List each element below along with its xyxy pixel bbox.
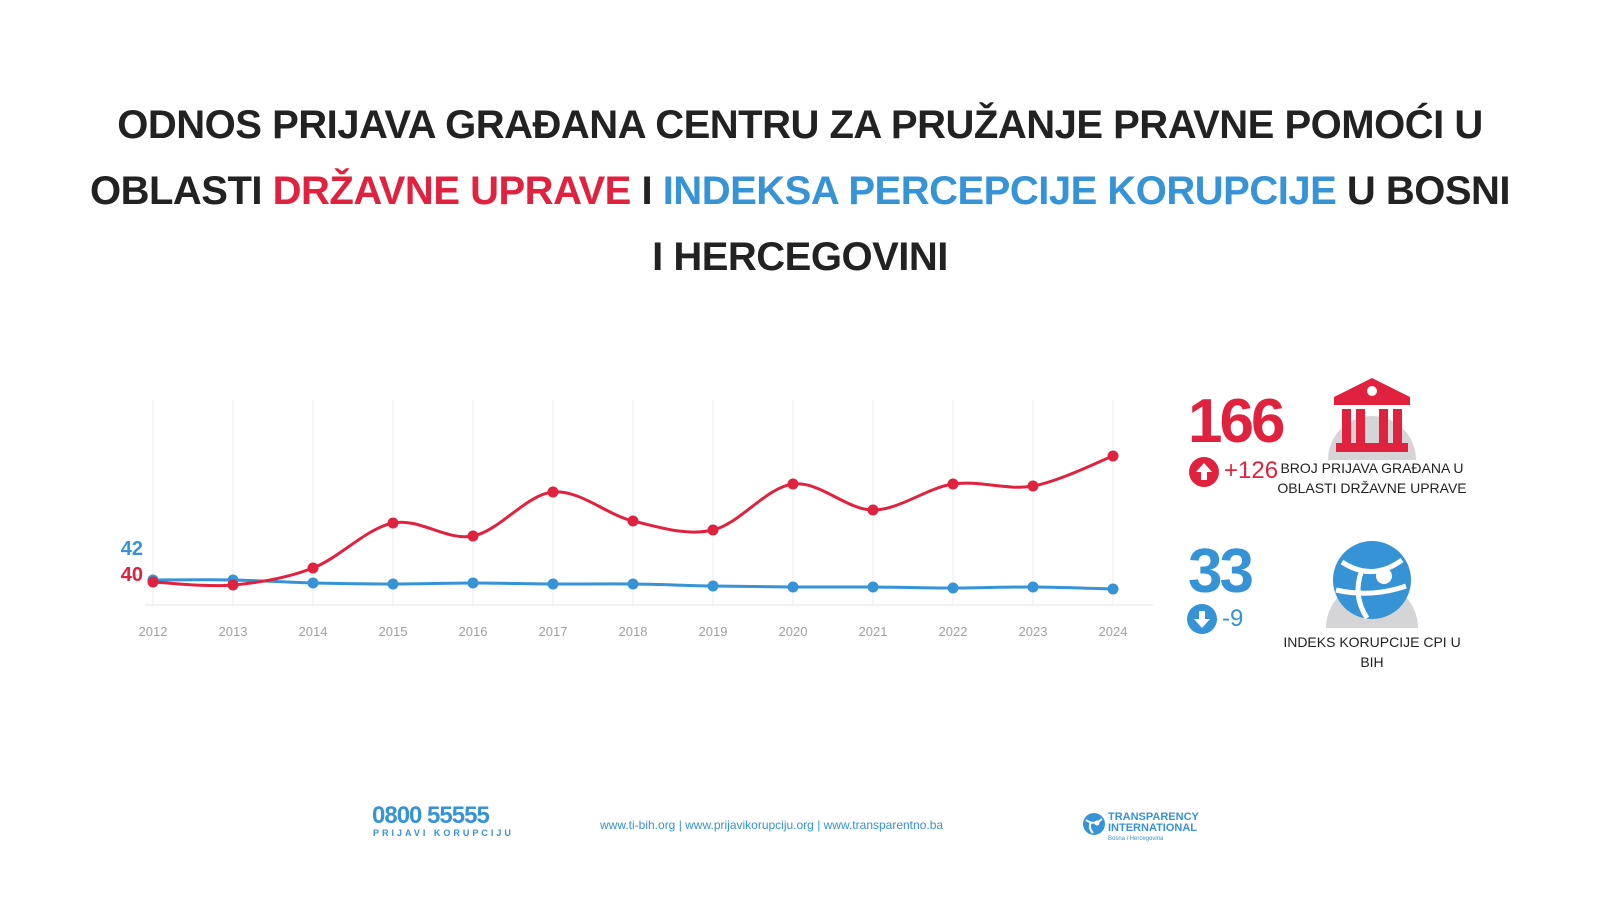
data-point [627,578,639,590]
start-value-label-red: 40 [121,564,143,586]
data-point [467,577,479,589]
x-tick-label: 2024 [1099,624,1128,639]
hotline-subtitle: PRIJAVI KORUPCIJU [373,828,514,838]
title-segment: I [630,169,663,213]
logo-line-1: TRANSPARENCY [1108,811,1199,823]
data-point [1027,480,1039,492]
data-point [947,478,959,490]
data-point [1107,583,1119,595]
data-point [707,580,719,592]
transparency-globe-icon [1326,541,1418,628]
data-point [547,486,559,498]
data-point [547,578,559,590]
data-point [867,504,879,516]
data-point [307,577,319,589]
logo-line-3: Bosna i Hercegovina [1108,836,1164,842]
title-segment: OBLASTI [89,169,273,213]
x-tick-label: 2017 [539,624,568,639]
start-value-label-blue: 42 [121,538,143,560]
arrow-up-circle-icon [1189,457,1219,487]
x-tick-label: 2019 [699,624,728,639]
x-tick-label: 2018 [619,624,648,639]
ti-logo-icon [1083,813,1105,835]
arrow-down-circle-icon [1187,604,1217,634]
page-title: ODNOS PRIJAVA GRAĐANA CENTRU ZA PRUŽANJE… [80,92,1520,290]
data-point [227,579,239,591]
ti-logo: TRANSPARENCY INTERNATIONAL Bosna i Herce… [1108,812,1199,845]
data-point [867,581,879,593]
bank-icon [1328,378,1416,460]
logo-line-2: INTERNATIONAL [1108,822,1198,834]
hotline-phone: 0800 55555 [372,802,490,829]
title-segment: ODNOS PRIJAVA GRAĐANA CENTRU ZA PRUŽANJE… [117,103,1483,147]
data-point [467,530,479,542]
data-point [627,515,639,527]
red-stat-label: BROJ PRIJAVA GRAĐANA U OBLASTI DRŽAVNE U… [1277,460,1467,496]
x-tick-label: 2023 [1019,624,1048,639]
x-tick-label: 2021 [859,624,888,639]
data-point [1107,450,1119,462]
blue-stat-change: -9 [1222,605,1244,632]
data-point [787,478,799,490]
data-point [147,576,159,588]
red-stat-value: 166 [1188,387,1285,456]
blue-stat-value: 33 [1188,537,1254,606]
x-tick-label: 2022 [939,624,968,639]
x-tick-label: 2020 [779,624,808,639]
data-point [787,581,799,593]
title-segment: INDEKSA PERCEPCIJE KORUPCIJE [662,169,1337,213]
title-segment: DRŽAVNE UPRAVE [272,169,632,213]
data-point [1027,581,1039,593]
title-segment: U BOSNI I [652,169,1511,279]
x-tick-label: 2013 [219,624,248,639]
x-tick-label: 2015 [379,624,408,639]
data-point [307,562,319,574]
data-point [707,524,719,536]
data-point [387,517,399,529]
data-point [387,578,399,590]
footer-links[interactable]: www.ti-bih.org | www.prijavikorupciju.or… [600,818,944,832]
title-segment: HERCEGOVINI [673,235,948,279]
x-tick-label: 2016 [459,624,488,639]
data-point [947,582,959,594]
blue-stat-label: INDEKS KORUPCIJE CPI U BIH [1283,634,1461,670]
x-tick-label: 2012 [139,624,168,639]
x-tick-label: 2014 [299,624,328,639]
red-stat-change: +126 [1224,457,1279,484]
